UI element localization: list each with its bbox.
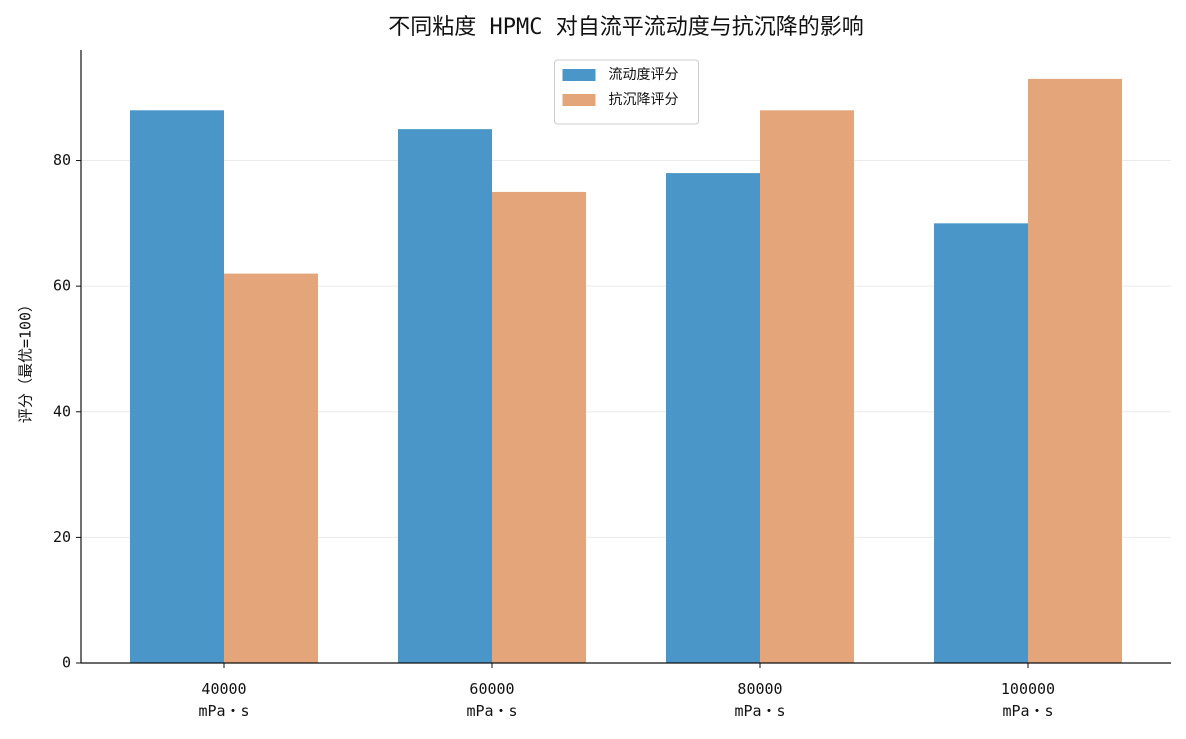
bar	[224, 273, 318, 663]
bar	[130, 110, 224, 663]
y-tick-label: 80	[53, 151, 71, 169]
x-tick-label: 80000 mPa・s	[734, 680, 785, 720]
chart-title: 不同粘度 HPMC 对自流平流动度与抗沉降的影响	[388, 15, 863, 40]
y-tick-label: 60	[53, 277, 71, 295]
y-tick-label: 0	[62, 654, 71, 672]
bar	[492, 191, 586, 663]
legend-text: 流动度评分	[609, 67, 679, 83]
legend-swatch	[562, 69, 596, 81]
legend-swatch	[562, 94, 596, 106]
y-tick-label: 20	[53, 528, 71, 546]
y-tick-label: 40	[53, 402, 71, 420]
bar	[398, 129, 492, 663]
legend-text: 抗沉降评分	[609, 92, 679, 108]
x-tick-label: 60000 mPa・s	[466, 680, 517, 720]
x-tick-label: 100000 mPa・s	[1001, 680, 1055, 720]
bar	[1028, 78, 1122, 663]
x-tick-label: 40000 mPa・s	[198, 680, 249, 720]
bar	[666, 173, 760, 663]
y-axis-label: 评分（最优=100）	[17, 297, 35, 423]
bar	[760, 110, 854, 663]
bar	[934, 223, 1028, 663]
